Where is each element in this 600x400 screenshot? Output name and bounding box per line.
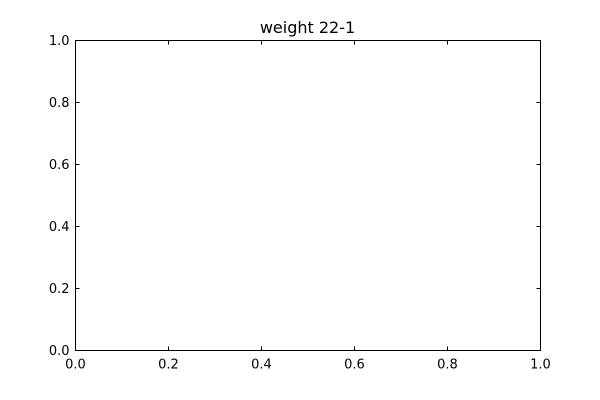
y-tick-label: 0.2 <box>49 282 70 297</box>
x-tick-label: 0.8 <box>437 358 458 373</box>
x-tick-label: 0.0 <box>65 358 86 373</box>
x-tick-label: 0.6 <box>344 358 365 373</box>
y-axis: 0.0 0.2 0.4 0.6 0.8 1.0 <box>49 34 541 359</box>
y-tick-label: 0.0 <box>49 344 70 359</box>
x-tick-label: 0.4 <box>251 358 272 373</box>
y-tick-label: 0.6 <box>49 158 70 173</box>
y-tick-label: 0.8 <box>49 96 70 111</box>
y-tick-label: 1.0 <box>49 34 70 49</box>
y-tick-label: 0.4 <box>49 220 70 235</box>
plot-area <box>75 40 541 351</box>
chart-title: weight 22-1 <box>260 18 355 37</box>
x-axis: 0.0 0.2 0.4 0.6 0.8 1.0 <box>65 40 551 373</box>
x-tick-label: 0.2 <box>158 358 179 373</box>
x-tick-label: 1.0 <box>530 358 551 373</box>
